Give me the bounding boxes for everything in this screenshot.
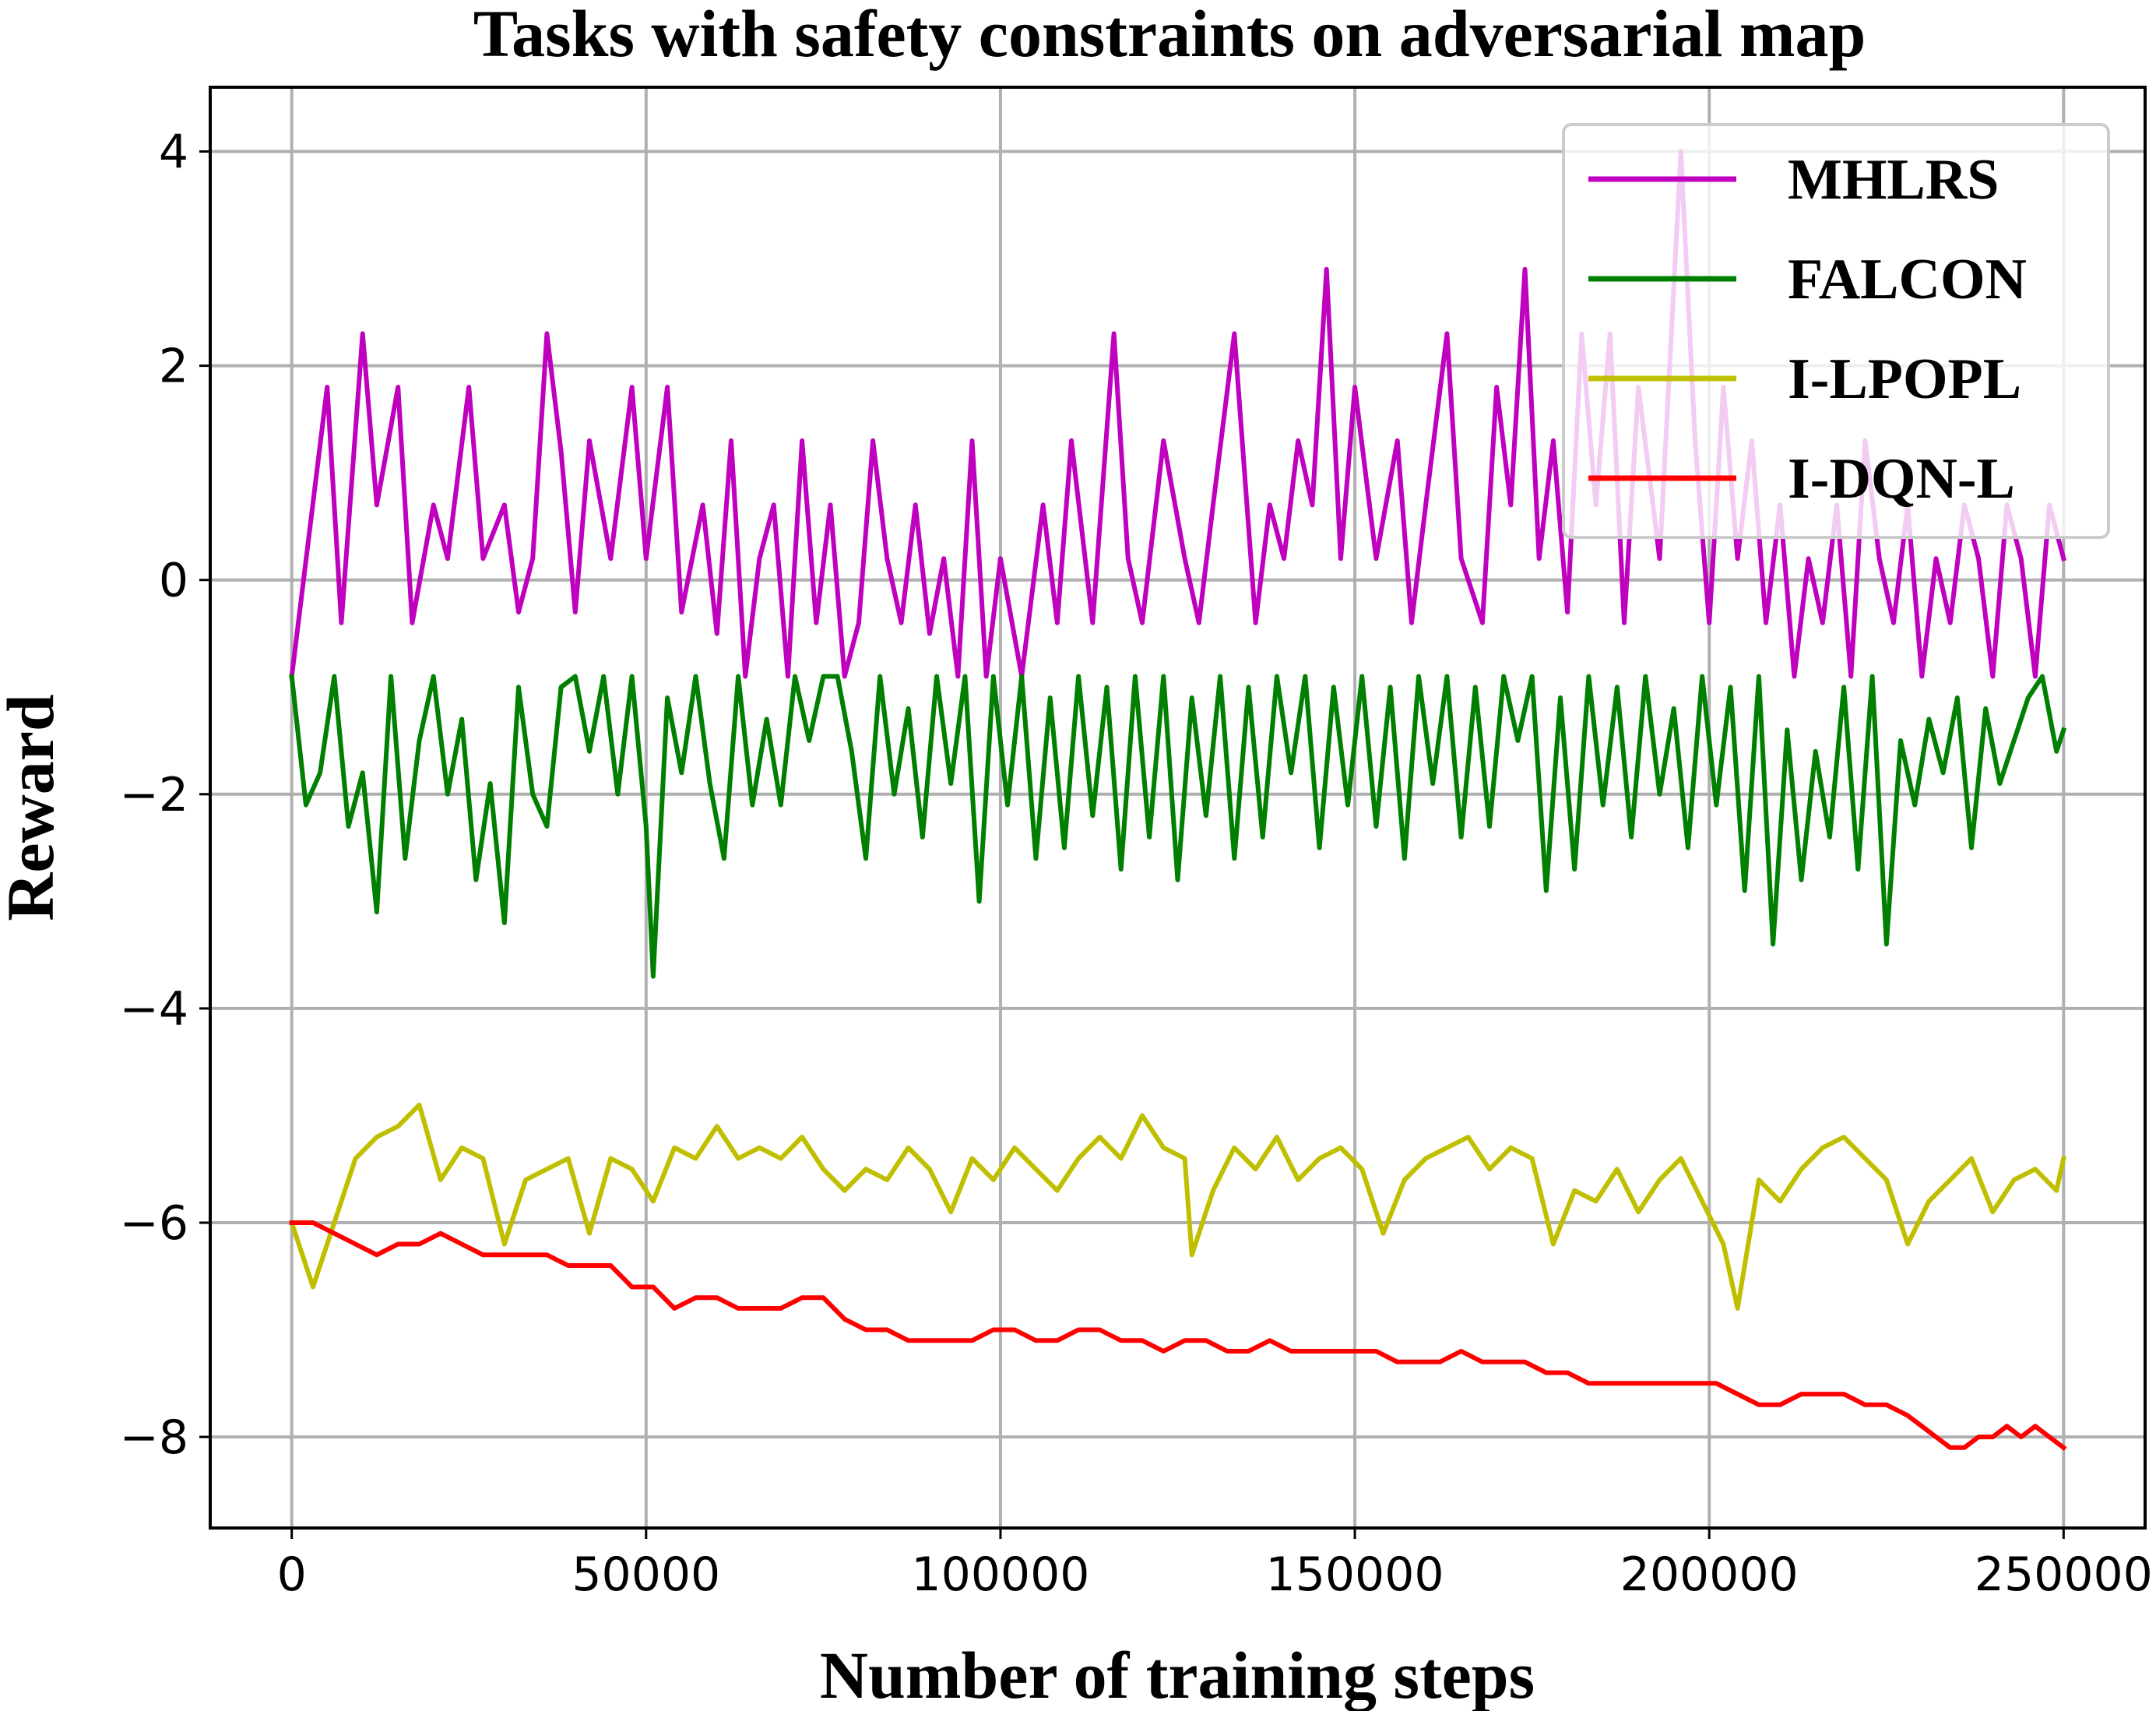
x-tick-label: 150000: [1266, 1547, 1444, 1602]
series-line-falcon: [289, 674, 2067, 979]
x-tick-label: 100000: [911, 1547, 1089, 1602]
legend-box: [1562, 123, 2110, 539]
y-tick-label: −8: [120, 1410, 188, 1465]
x-tick-label: 0: [277, 1547, 307, 1602]
legend-label-i-lpopl: I-LPOPL: [1788, 347, 2021, 411]
x-tick-label: 200000: [1620, 1547, 1799, 1602]
series-line-i-dqn-l: [289, 1220, 2067, 1452]
y-tick-label: 2: [159, 340, 188, 394]
legend-label-mhlrs: MHLRS: [1788, 148, 1999, 212]
x-tick-label: 50000: [572, 1547, 720, 1602]
y-tick-label: −2: [120, 768, 188, 822]
y-tick-label: −6: [120, 1196, 188, 1251]
y-axis-label: Reward: [0, 694, 68, 921]
series-lines: [288, 149, 2067, 1452]
series-line-mhlrs: [289, 149, 2066, 679]
legend-label-i-dqn-l: I-DQN-L: [1788, 447, 2015, 511]
legend-label-falcon: FALCON: [1788, 248, 2027, 312]
x-axis-label: Number of training steps: [820, 1638, 1535, 1711]
legend-entries: MHLRS FALCON I-LPOPL I-DQN-L: [1588, 148, 2027, 511]
plot-frame: [209, 86, 2147, 1530]
chart-title: Tasks with safety constraints on adversa…: [473, 0, 1866, 71]
y-tick-label: −4: [120, 982, 188, 1037]
x-tick-label: 250000: [1975, 1547, 2153, 1602]
axis-ticks: 0 50000 100000 150000 200000 250000 −8 −6 −4 −2 0 2…: [120, 125, 2153, 1602]
legend: MHLRS FALCON I-LPOPL I-DQN-L: [1562, 123, 2110, 539]
y-tick-label: 4: [159, 125, 188, 180]
y-tick-label: 0: [159, 554, 188, 608]
series-line-i-lpopl: [288, 1102, 2066, 1311]
